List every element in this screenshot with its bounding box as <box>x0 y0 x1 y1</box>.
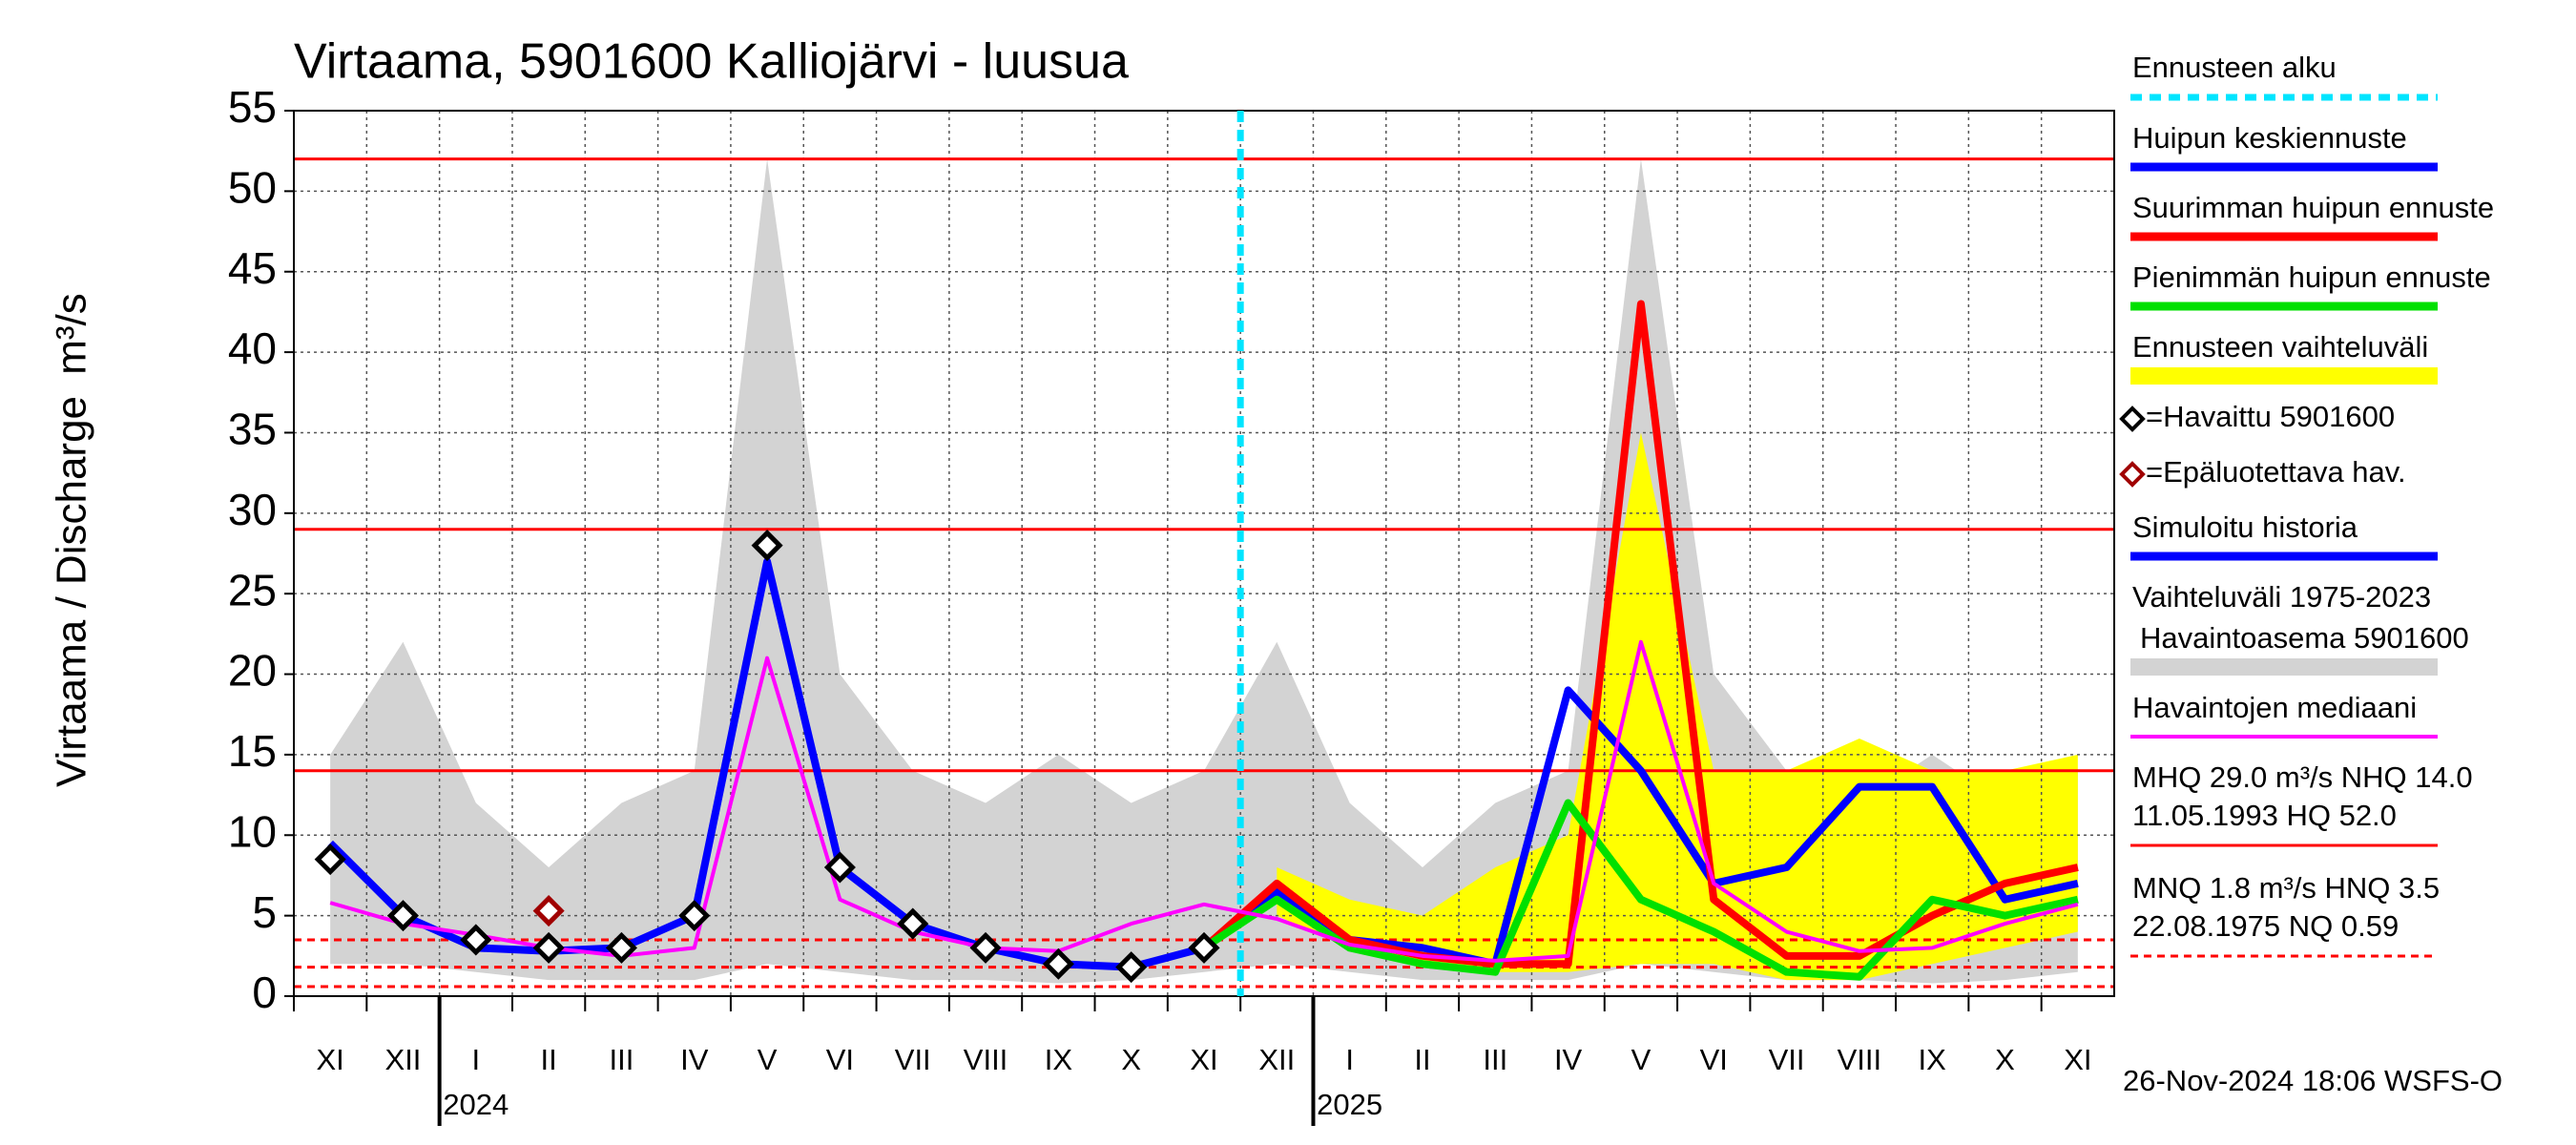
x-tick-label: VIII <box>964 1043 1008 1076</box>
legend-marker <box>2119 406 2146 432</box>
x-tick-label: III <box>610 1043 634 1076</box>
data-point <box>460 924 492 956</box>
chart-title: Virtaama, 5901600 Kalliojärvi - luusua <box>294 34 1129 90</box>
data-point <box>386 900 420 932</box>
data-point <box>532 895 565 927</box>
legend-label: Havaintoasema 5901600 <box>2140 621 2469 655</box>
x-tick-label: X <box>1995 1043 2015 1076</box>
x-tick-label: XI <box>317 1043 344 1076</box>
legend-label: =Epäluotettava hav. <box>2146 455 2406 489</box>
legend-label: Suurimman huipun ennuste <box>2132 191 2494 224</box>
x-tick-label: IX <box>1045 1043 1073 1076</box>
x-tick-label: III <box>1483 1043 1507 1076</box>
legend-note: MNQ 1.8 m³/s HNQ 3.5 <box>2132 871 2440 905</box>
x-tick-label: VI <box>1700 1043 1728 1076</box>
x-tick-label: X <box>1121 1043 1141 1076</box>
legend-marker <box>2119 461 2146 488</box>
y-tick-label: 50 <box>228 163 277 213</box>
legend-label: Pienimmän huipun ennuste <box>2132 260 2491 294</box>
x-tick-label: VI <box>826 1043 854 1076</box>
legend-label: Ennusteen alku <box>2132 51 2337 84</box>
x-tick-label: XII <box>385 1043 422 1076</box>
x-tick-label: VII <box>895 1043 931 1076</box>
data-point <box>1188 931 1220 964</box>
y-label: Virtaama / Discharge <box>49 396 95 787</box>
y-tick-label: 45 <box>228 243 277 293</box>
y-tick-label: 10 <box>228 806 277 856</box>
legend-note: MHQ 29.0 m³/s NHQ 14.0 <box>2132 760 2473 794</box>
y-tick-label: 40 <box>228 323 277 373</box>
legend-label: Huipun keskiennuste <box>2132 121 2407 155</box>
x-tick-label: I <box>1345 1043 1354 1076</box>
x-tick-label: VIII <box>1838 1043 1882 1076</box>
x-tick-label: IV <box>680 1043 709 1076</box>
data-point <box>1042 947 1074 980</box>
data-point <box>678 900 711 932</box>
x-tick-label: XII <box>1258 1043 1295 1076</box>
x-tick-label: XI <box>1190 1043 1217 1076</box>
data-point <box>823 851 856 884</box>
data-point <box>314 843 346 876</box>
y-tick-label: 15 <box>228 726 277 776</box>
y-tick-label: 55 <box>228 82 277 132</box>
x-tick-label: II <box>1414 1043 1430 1076</box>
legend-label: =Havaittu 5901600 <box>2146 400 2395 433</box>
data-point <box>532 931 565 964</box>
y-tick-label: 0 <box>252 968 277 1017</box>
plot-frame <box>293 110 2115 997</box>
legend-note: 11.05.1993 HQ 52.0 <box>2132 799 2397 832</box>
data-point <box>969 931 1002 964</box>
data-point <box>605 931 637 964</box>
data-point <box>751 530 783 562</box>
legend-label: Vaihteluväli 1975-2023 <box>2132 580 2431 614</box>
legend-note: 22.08.1975 NQ 0.59 <box>2132 909 2399 943</box>
year-label: 2025 <box>1317 1088 1382 1121</box>
y-tick-label: 5 <box>252 887 277 937</box>
legend-label: Ennusteen vaihteluväli <box>2132 330 2428 364</box>
x-tick-label: II <box>541 1043 557 1076</box>
year-label: 2024 <box>443 1088 509 1121</box>
x-tick-label: V <box>758 1043 778 1076</box>
x-tick-label: XI <box>2064 1043 2091 1076</box>
x-tick-label: VII <box>1769 1043 1805 1076</box>
y-tick-label: 35 <box>228 405 277 454</box>
series-line <box>1201 799 2079 981</box>
x-tick-label: IX <box>1919 1043 1947 1076</box>
y-tick-label: 25 <box>228 565 277 614</box>
x-tick-label: I <box>471 1043 480 1076</box>
footer: 26-Nov-2024 18:06 WSFS-O <box>2123 1064 2503 1097</box>
series-line <box>1201 300 2079 968</box>
x-tick-label: IV <box>1554 1043 1583 1076</box>
legend-label: Havaintojen mediaani <box>2132 691 2417 724</box>
data-point <box>897 907 929 940</box>
x-tick-label: V <box>1631 1043 1652 1076</box>
y-unit: m³/s <box>49 293 95 375</box>
y-tick-label: 30 <box>228 485 277 534</box>
y-tick-label: 20 <box>228 646 277 696</box>
legend-label: Simuloitu historia <box>2132 510 2358 544</box>
data-point <box>1115 951 1148 984</box>
